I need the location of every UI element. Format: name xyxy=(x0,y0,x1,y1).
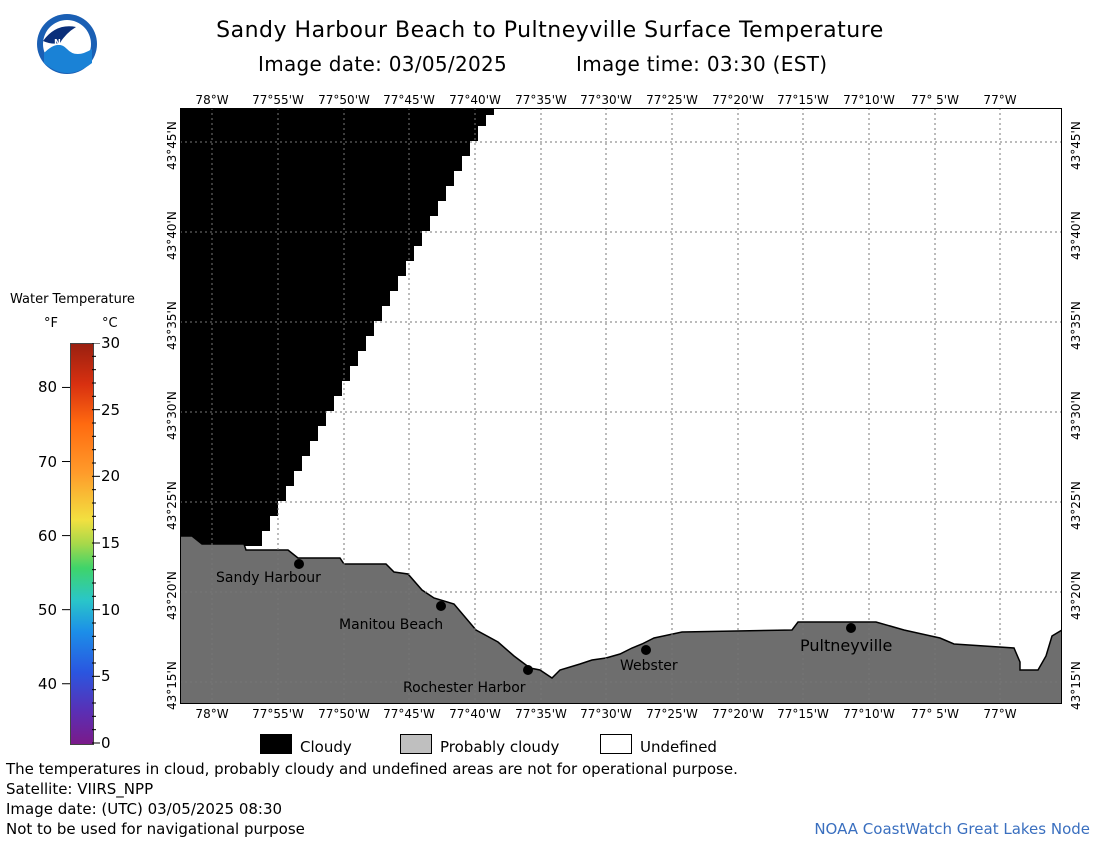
footer-credit: NOAA CoastWatch Great Lakes Node xyxy=(814,820,1090,838)
lon-label-top: 77°55'W xyxy=(252,93,304,107)
lon-label-bottom: 77°20'W xyxy=(712,707,764,721)
footer-satellite: Satellite: VIIRS_NPP xyxy=(6,780,154,798)
place-label: Rochester Harbor xyxy=(403,680,526,696)
lon-label-top: 77°35'W xyxy=(515,93,567,107)
place-marker xyxy=(641,645,651,655)
lat-label-left: 43°45'N xyxy=(165,121,179,170)
lat-label-right: 43°25'N xyxy=(1069,481,1083,530)
footer-note: The temperatures in cloud, probably clou… xyxy=(6,760,738,778)
colorbar xyxy=(70,343,94,745)
legend-label-cloudy: Cloudy xyxy=(300,738,352,756)
place-label: Manitou Beach xyxy=(339,617,444,633)
lat-label-left: 43°40'N xyxy=(165,211,179,260)
colorbar-f-label: 40 xyxy=(38,674,58,693)
lat-label-left: 43°30'N xyxy=(165,391,179,440)
lat-label-left: 43°15'N xyxy=(165,661,179,710)
lat-label-right: 43°20'N xyxy=(1069,571,1083,620)
cloud-region xyxy=(180,108,494,546)
noaa-logo: NOAA xyxy=(36,13,98,75)
lon-label-bottom: 78°W xyxy=(195,707,229,721)
colorbar-title: Water Temperature xyxy=(10,292,135,307)
lat-label-right: 43°30'N xyxy=(1069,391,1083,440)
legend-swatch-cloudy xyxy=(260,734,292,754)
colorbar-f-label: 50 xyxy=(38,600,58,619)
lon-label-bottom: 77°35'W xyxy=(515,707,567,721)
place-marker xyxy=(523,665,533,675)
lat-label-left: 43°25'N xyxy=(165,481,179,530)
lon-label-bottom: 77°15'W xyxy=(777,707,829,721)
image-time: Image time: 03:30 (EST) xyxy=(576,52,828,76)
lon-label-top: 77°10'W xyxy=(843,93,895,107)
place-marker xyxy=(294,559,304,569)
colorbar-ticks xyxy=(62,343,100,744)
land-region xyxy=(180,535,1062,704)
lat-label-right: 43°15'N xyxy=(1069,661,1083,710)
lon-label-bottom: 77°55'W xyxy=(252,707,304,721)
lon-label-bottom: 77°W xyxy=(983,707,1017,721)
place-marker xyxy=(436,601,446,611)
colorbar-c-label: 30 xyxy=(101,334,121,352)
lon-label-top: 77°30'W xyxy=(580,93,632,107)
lon-label-top: 77°20'W xyxy=(712,93,764,107)
lon-label-bottom: 77°40'W xyxy=(449,707,501,721)
lat-label-right: 43°40'N xyxy=(1069,211,1083,260)
legend-swatch-probably-cloudy xyxy=(400,734,432,754)
lon-label-top: 77°40'W xyxy=(449,93,501,107)
lat-label-left: 43°20'N xyxy=(165,571,179,620)
lon-label-bottom: 77°45'W xyxy=(383,707,435,721)
place-marker xyxy=(846,623,856,633)
place-label: Webster xyxy=(620,658,678,674)
legend-swatch-undefined xyxy=(600,734,632,754)
colorbar-c-label: 5 xyxy=(101,667,111,686)
colorbar-f-label: 60 xyxy=(38,526,58,545)
colorbar-f-label: 80 xyxy=(38,378,58,397)
lon-label-top: 77°45'W xyxy=(383,93,435,107)
map-frame xyxy=(180,108,1062,704)
footer-nav-note: Not to be used for navigational purpose xyxy=(6,820,305,838)
lon-label-bottom: 77°50'W xyxy=(318,707,370,721)
logo-text: NOAA xyxy=(54,38,80,47)
unit-c: °C xyxy=(102,316,118,331)
lat-label-left: 43°35'N xyxy=(165,301,179,350)
page-title: Sandy Harbour Beach to Pultneyville Surf… xyxy=(216,18,884,43)
colorbar-c-label: 10 xyxy=(101,600,121,619)
colorbar-f-label: 70 xyxy=(38,452,58,471)
lat-label-right: 43°45'N xyxy=(1069,121,1083,170)
colorbar-c-label: 0 xyxy=(101,734,111,752)
colorbar-c-label: 15 xyxy=(101,534,121,552)
place-label: Pultneyville xyxy=(800,636,893,655)
image-date: Image date: 03/05/2025 xyxy=(258,52,508,76)
lon-label-top: 77°25'W xyxy=(646,93,698,107)
lon-label-bottom: 77° 5'W xyxy=(911,707,959,721)
footer-utc-date: Image date: (UTC) 03/05/2025 08:30 xyxy=(6,800,283,818)
unit-f: °F xyxy=(44,316,58,331)
lon-label-bottom: 77°30'W xyxy=(580,707,632,721)
legend-label-probably-cloudy: Probably cloudy xyxy=(440,738,560,756)
place-label: Sandy Harbour xyxy=(216,570,321,586)
lat-label-right: 43°35'N xyxy=(1069,301,1083,350)
lon-label-top: 77°W xyxy=(983,93,1017,107)
lon-label-bottom: 77°25'W xyxy=(646,707,698,721)
lon-label-top: 78°W xyxy=(195,93,229,107)
lon-label-top: 77°15'W xyxy=(777,93,829,107)
lon-label-bottom: 77°10'W xyxy=(843,707,895,721)
lon-label-top: 77°50'W xyxy=(318,93,370,107)
colorbar-c-label: 25 xyxy=(101,400,121,419)
lon-label-top: 77° 5'W xyxy=(911,93,959,107)
colorbar-c-label: 20 xyxy=(101,467,121,486)
legend-label-undefined: Undefined xyxy=(640,738,717,756)
